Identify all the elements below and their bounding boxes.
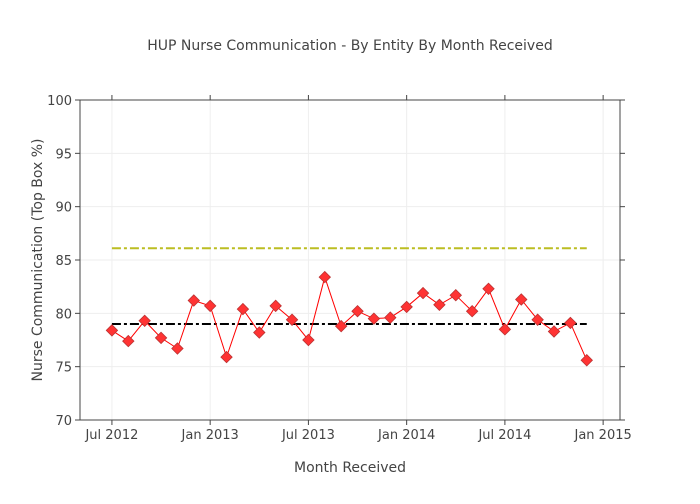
data-point-diamond xyxy=(220,350,233,364)
x-tick-label: Jul 2012 xyxy=(84,428,138,443)
y-tick-label: 95 xyxy=(55,147,72,162)
y-tick-label: 90 xyxy=(55,201,72,216)
y-tick-label: 75 xyxy=(55,361,72,376)
x-tick-label: Jul 2013 xyxy=(281,428,335,443)
data-point-diamond xyxy=(187,294,201,307)
data-point-diamond xyxy=(351,304,364,318)
data-point-diamond xyxy=(318,270,332,284)
x-tick-label: Jul 2014 xyxy=(477,428,531,443)
data-point-diamond xyxy=(564,316,577,330)
x-tick-label: Jan 2015 xyxy=(574,428,632,443)
data-point-diamond xyxy=(171,342,184,355)
data-point-diamond xyxy=(154,331,168,345)
x-tick-label: Jan 2014 xyxy=(377,428,435,443)
y-tick-label: 100 xyxy=(47,94,72,109)
data-point-diamond xyxy=(302,333,315,347)
data-point-diamond xyxy=(416,286,430,300)
data-point-diamond xyxy=(515,293,528,306)
data-point-diamond xyxy=(138,314,151,328)
y-tick-label: 70 xyxy=(55,414,72,429)
x-tick-label: Jan 2013 xyxy=(181,428,239,443)
data-point-diamond xyxy=(482,282,495,296)
y-tick-label: 85 xyxy=(55,254,72,269)
data-point-diamond xyxy=(122,334,135,348)
data-point-diamond xyxy=(285,313,299,326)
y-axis-label: Nurse Communication (Top Box %) xyxy=(30,138,46,381)
data-point-diamond xyxy=(547,325,561,338)
data-point-diamond xyxy=(498,323,512,336)
data-point-diamond xyxy=(433,298,446,312)
data-point-diamond xyxy=(384,311,397,324)
data-point-diamond xyxy=(531,313,544,326)
data-point-diamond xyxy=(367,312,381,325)
data-point-diamond xyxy=(236,302,250,316)
data-point-diamond xyxy=(334,319,348,333)
data-point-diamond xyxy=(449,288,462,302)
data-point-diamond xyxy=(269,299,282,313)
y-tick-label: 80 xyxy=(55,307,72,322)
data-point-diamond xyxy=(400,300,413,314)
data-point-diamond xyxy=(580,354,593,367)
data-point-diamond xyxy=(203,299,217,313)
chart-title: HUP Nurse Communication - By Entity By M… xyxy=(147,38,552,54)
data-point-diamond xyxy=(253,326,266,339)
series-line xyxy=(111,275,588,361)
data-point-diamond xyxy=(105,324,119,337)
x-axis-label: Month Received xyxy=(294,460,406,476)
data-point-diamond xyxy=(465,304,479,318)
